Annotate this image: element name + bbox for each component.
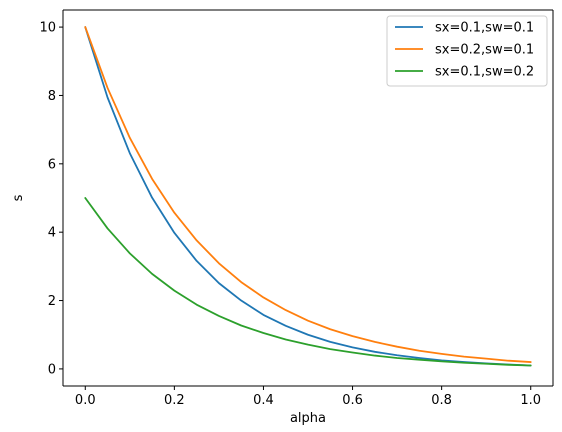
y-tick-label: 10 (39, 21, 56, 36)
y-tick-label: 0 (48, 362, 56, 377)
y-tick-label: 2 (48, 294, 56, 309)
y-tick-label: 6 (48, 157, 56, 172)
x-tick-label: 0.8 (431, 393, 452, 408)
plot-frame (62, 9, 554, 387)
x-axis-label: alpha (290, 411, 326, 426)
y-axis-label: s (11, 194, 26, 201)
series-line-2 (84, 26, 532, 363)
x-tick-label: 0.2 (164, 393, 185, 408)
x-axis-ticks: 0.0 0.2 0.4 0.6 0.8 1.0 (75, 386, 541, 408)
legend-label-1: sx=0.1,sw=0.1 (435, 21, 534, 36)
legend-entries: sx=0.1,sw=0.1 sx=0.2,sw=0.1 sx=0.1,sw=0.2 (395, 21, 534, 80)
x-tick-label: 0.4 (253, 393, 274, 408)
series-layer (84, 26, 532, 367)
y-tick-label: 4 (48, 226, 56, 241)
series-line-3 (84, 197, 532, 367)
x-tick-label: 0.6 (342, 393, 363, 408)
y-tick-label: 8 (48, 89, 56, 104)
x-tick-label: 0.0 (75, 393, 96, 408)
legend: sx=0.1,sw=0.1 sx=0.2,sw=0.1 sx=0.1,sw=0.2 (386, 15, 548, 87)
legend-label-2: sx=0.2,sw=0.1 (435, 43, 534, 58)
x-tick-label: 1.0 (520, 393, 541, 408)
y-axis-ticks: 0 2 4 6 8 10 (39, 21, 63, 377)
legend-label-3: sx=0.1,sw=0.2 (435, 65, 534, 80)
legend-box (386, 15, 548, 87)
